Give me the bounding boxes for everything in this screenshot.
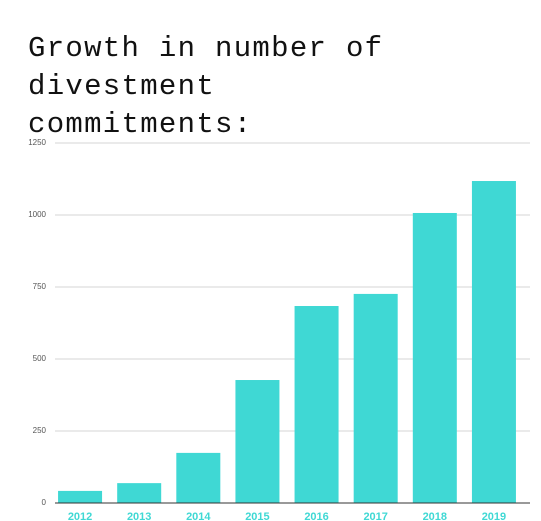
bar [58, 490, 103, 503]
x-tick-label: 2013 [127, 511, 151, 521]
x-tick-label: 2012 [68, 511, 92, 521]
bar [294, 306, 339, 503]
x-tick-label: 2018 [423, 511, 447, 521]
x-tick-label: 2014 [186, 511, 211, 521]
chart-title: Growth in number of divestment commitmen… [28, 32, 384, 141]
bar [412, 212, 457, 503]
bar [117, 483, 162, 503]
bar [471, 181, 516, 504]
y-tick-label: 750 [33, 282, 47, 291]
x-tick-label: 2016 [304, 511, 328, 521]
y-tick-label: 250 [33, 426, 47, 435]
y-tick-label: 0 [42, 498, 47, 507]
x-tick-label: 2017 [363, 511, 387, 521]
x-tick-label: 2019 [482, 511, 506, 521]
y-tick-label: 1000 [28, 210, 46, 219]
y-tick-label: 500 [33, 354, 47, 363]
bar [353, 293, 398, 503]
bar [235, 380, 280, 503]
x-tick-label: 2015 [245, 511, 269, 521]
bar [176, 452, 221, 503]
y-tick-label: 1250 [28, 138, 46, 147]
